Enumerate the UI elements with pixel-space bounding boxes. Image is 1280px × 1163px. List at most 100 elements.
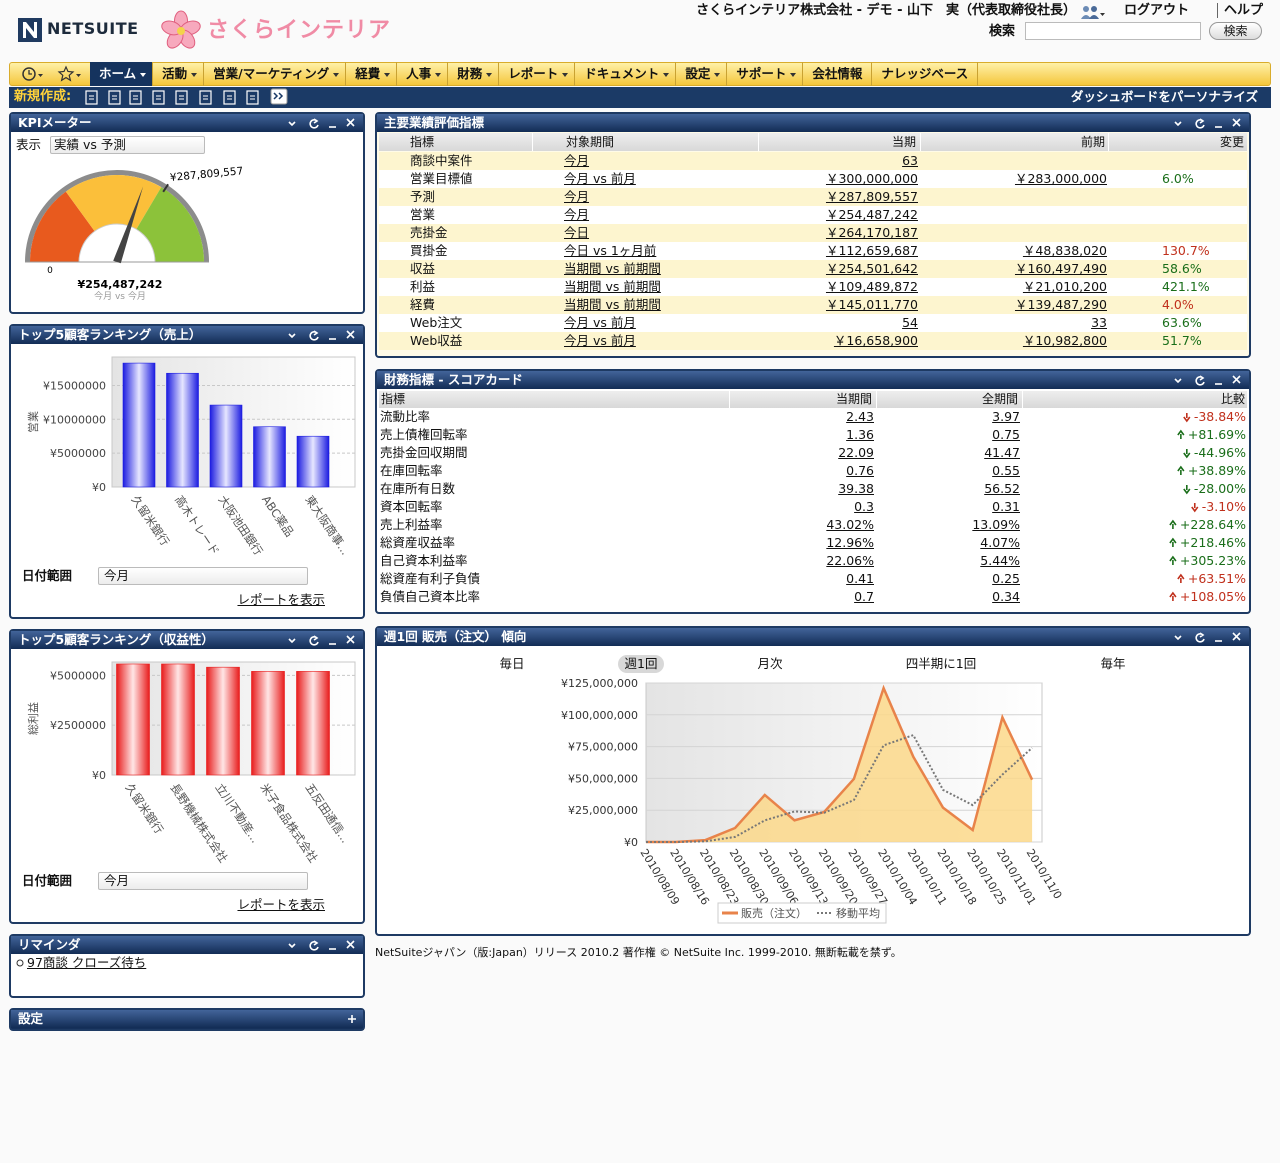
current-value[interactable]: 39.38 — [838, 481, 874, 496]
nav-tab[interactable]: 営業/マーケティング — [204, 62, 347, 86]
metric-name: 商談中案件 — [410, 153, 473, 168]
previous-value[interactable]: ￥139,487,290 — [1014, 297, 1107, 312]
current-value[interactable]: ￥109,489,872 — [825, 279, 918, 294]
date-select-value: 今月 — [104, 568, 130, 583]
nav-tab[interactable]: 財務 — [448, 62, 500, 86]
portlet: 財務指標 - スコアカード — [375, 369, 1251, 614]
all-value[interactable]: 13.09% — [972, 517, 1020, 532]
metric-name: 総資産有利子負債 — [380, 571, 481, 586]
all-value[interactable]: 0.34 — [992, 589, 1020, 604]
previous-value[interactable]: ￥21,010,200 — [1022, 279, 1107, 294]
table-row — [379, 188, 1247, 206]
reminder-item[interactable]: 97商談 クローズ待ち — [27, 955, 147, 970]
help-link[interactable]: ヘルプ — [1217, 3, 1263, 18]
metric-name: 営業目標値 — [410, 171, 473, 186]
period-link[interactable]: 今月 vs 前月 — [564, 171, 636, 186]
logout-link[interactable]: ログアウト — [1124, 3, 1190, 18]
previous-value[interactable]: ￥160,497,490 — [1014, 261, 1107, 276]
period-link[interactable]: 当期間 vs 前期間 — [564, 261, 661, 276]
period-link[interactable]: 今月 — [564, 153, 590, 168]
period-tab[interactable]: 月次 — [757, 656, 783, 671]
period-tab[interactable]: 毎日 — [499, 656, 525, 671]
current-value[interactable]: 22.09 — [838, 445, 874, 460]
date-select[interactable] — [98, 872, 308, 890]
period-link[interactable]: 当期間 vs 前期間 — [564, 279, 661, 294]
current-value[interactable]: ￥112,659,687 — [825, 243, 918, 258]
current-value[interactable]: ￥264,170,187 — [825, 225, 918, 240]
period-tab[interactable]: 毎年 — [1100, 656, 1126, 671]
nav-tab[interactable]: レポート — [499, 62, 576, 86]
table-row — [379, 242, 1247, 260]
date-label: 日付範囲 — [22, 568, 73, 583]
previous-value[interactable]: ￥10,982,800 — [1022, 333, 1107, 348]
current-value[interactable]: 1.36 — [846, 427, 874, 442]
all-value[interactable]: 5.44% — [980, 553, 1020, 568]
current-value[interactable]: ￥287,809,557 — [825, 189, 918, 204]
period-tab[interactable]: 週1回 — [624, 656, 658, 671]
all-value[interactable]: 4.07% — [980, 535, 1020, 550]
all-value[interactable]: 0.75 — [992, 427, 1020, 442]
collapse-icon — [1174, 378, 1182, 384]
period-link[interactable]: 今月 — [564, 189, 590, 204]
nav-tab[interactable]: サポート — [727, 62, 804, 86]
current-value[interactable]: 0.41 — [846, 571, 874, 586]
current-value[interactable]: ￥254,501,642 — [825, 261, 918, 276]
period-link[interactable]: 今月 vs 前月 — [564, 333, 636, 348]
date-select-value: 今月 — [104, 873, 130, 888]
kpi-select-value: 実績 vs 予測 — [54, 137, 126, 152]
previous-value[interactable]: ￥48,838,020 — [1022, 243, 1107, 258]
nav-tab[interactable]: ドキュメント — [575, 62, 677, 86]
collapse-icon — [288, 333, 296, 339]
report-link[interactable]: レポートを表示 — [237, 592, 325, 607]
nav-tab[interactable]: ナレッジベース — [872, 62, 979, 86]
all-value[interactable]: 41.47 — [984, 445, 1020, 460]
personalize-link[interactable]: ダッシュボードをパーソナライズ — [1070, 89, 1258, 104]
previous-value[interactable]: 33 — [1091, 315, 1107, 330]
report-link[interactable]: レポートを表示 — [237, 897, 325, 912]
nav-tab[interactable]: 経費 — [346, 62, 398, 86]
previous-value[interactable]: ￥283,000,000 — [1014, 171, 1107, 186]
period-link[interactable]: 今月 — [564, 207, 590, 222]
period-link[interactable]: 当期間 vs 前期間 — [564, 297, 661, 312]
all-value[interactable]: 0.31 — [992, 499, 1020, 514]
change-value: 6.0% — [1162, 171, 1194, 186]
nav-tab[interactable]: ホーム — [90, 62, 154, 86]
period-tab[interactable]: 四半期に1回 — [905, 656, 977, 671]
date-select[interactable] — [98, 567, 308, 585]
dropdown-arrow — [1100, 13, 1105, 16]
current-value[interactable]: 0.3 — [854, 499, 874, 514]
all-value[interactable]: 56.52 — [984, 481, 1020, 496]
current-value[interactable]: ￥300,000,000 — [825, 171, 918, 186]
metric-name: 流動比率 — [380, 409, 431, 424]
current-value[interactable]: ￥16,658,900 — [833, 333, 918, 348]
nav-tab[interactable]: 会社情報 — [803, 62, 873, 86]
search-input[interactable] — [1025, 22, 1201, 40]
metric-name: 営業 — [410, 207, 436, 222]
current-value[interactable]: 2.43 — [846, 409, 874, 424]
current-value[interactable]: 12.96% — [826, 535, 874, 550]
current-value[interactable]: 43.02% — [826, 517, 874, 532]
current-value[interactable]: ￥254,487,242 — [825, 207, 918, 222]
nav-tab[interactable]: 活動 — [153, 62, 205, 86]
period-link[interactable]: 今月 vs 前月 — [564, 315, 636, 330]
change-value: 421.1% — [1162, 279, 1210, 294]
current-value[interactable]: 54 — [902, 315, 918, 330]
current-value[interactable]: 63 — [902, 153, 918, 168]
current-value[interactable]: 0.7 — [854, 589, 874, 604]
nav-tab[interactable]: 人事 — [397, 62, 449, 86]
refresh-icon — [1195, 632, 1205, 643]
nav-tab[interactable]: 設定 — [676, 62, 728, 86]
metric-name: 負債自己資本比率 — [380, 589, 481, 604]
all-value[interactable]: 3.97 — [992, 409, 1020, 424]
all-value[interactable]: 0.55 — [992, 463, 1020, 478]
body — [1089, 15, 1099, 19]
period-link[interactable]: 今日 — [564, 225, 590, 240]
current-value[interactable]: 0.76 — [846, 463, 874, 478]
current-value[interactable]: 22.06% — [826, 553, 874, 568]
portlet-controls — [288, 330, 355, 341]
current-value[interactable]: ￥145,011,770 — [825, 297, 918, 312]
kpi-select[interactable] — [50, 136, 205, 154]
search-button[interactable]: 検索 — [1209, 22, 1262, 40]
all-value[interactable]: 0.25 — [992, 571, 1020, 586]
period-link[interactable]: 今日 vs 1ヶ月前 — [564, 243, 657, 258]
